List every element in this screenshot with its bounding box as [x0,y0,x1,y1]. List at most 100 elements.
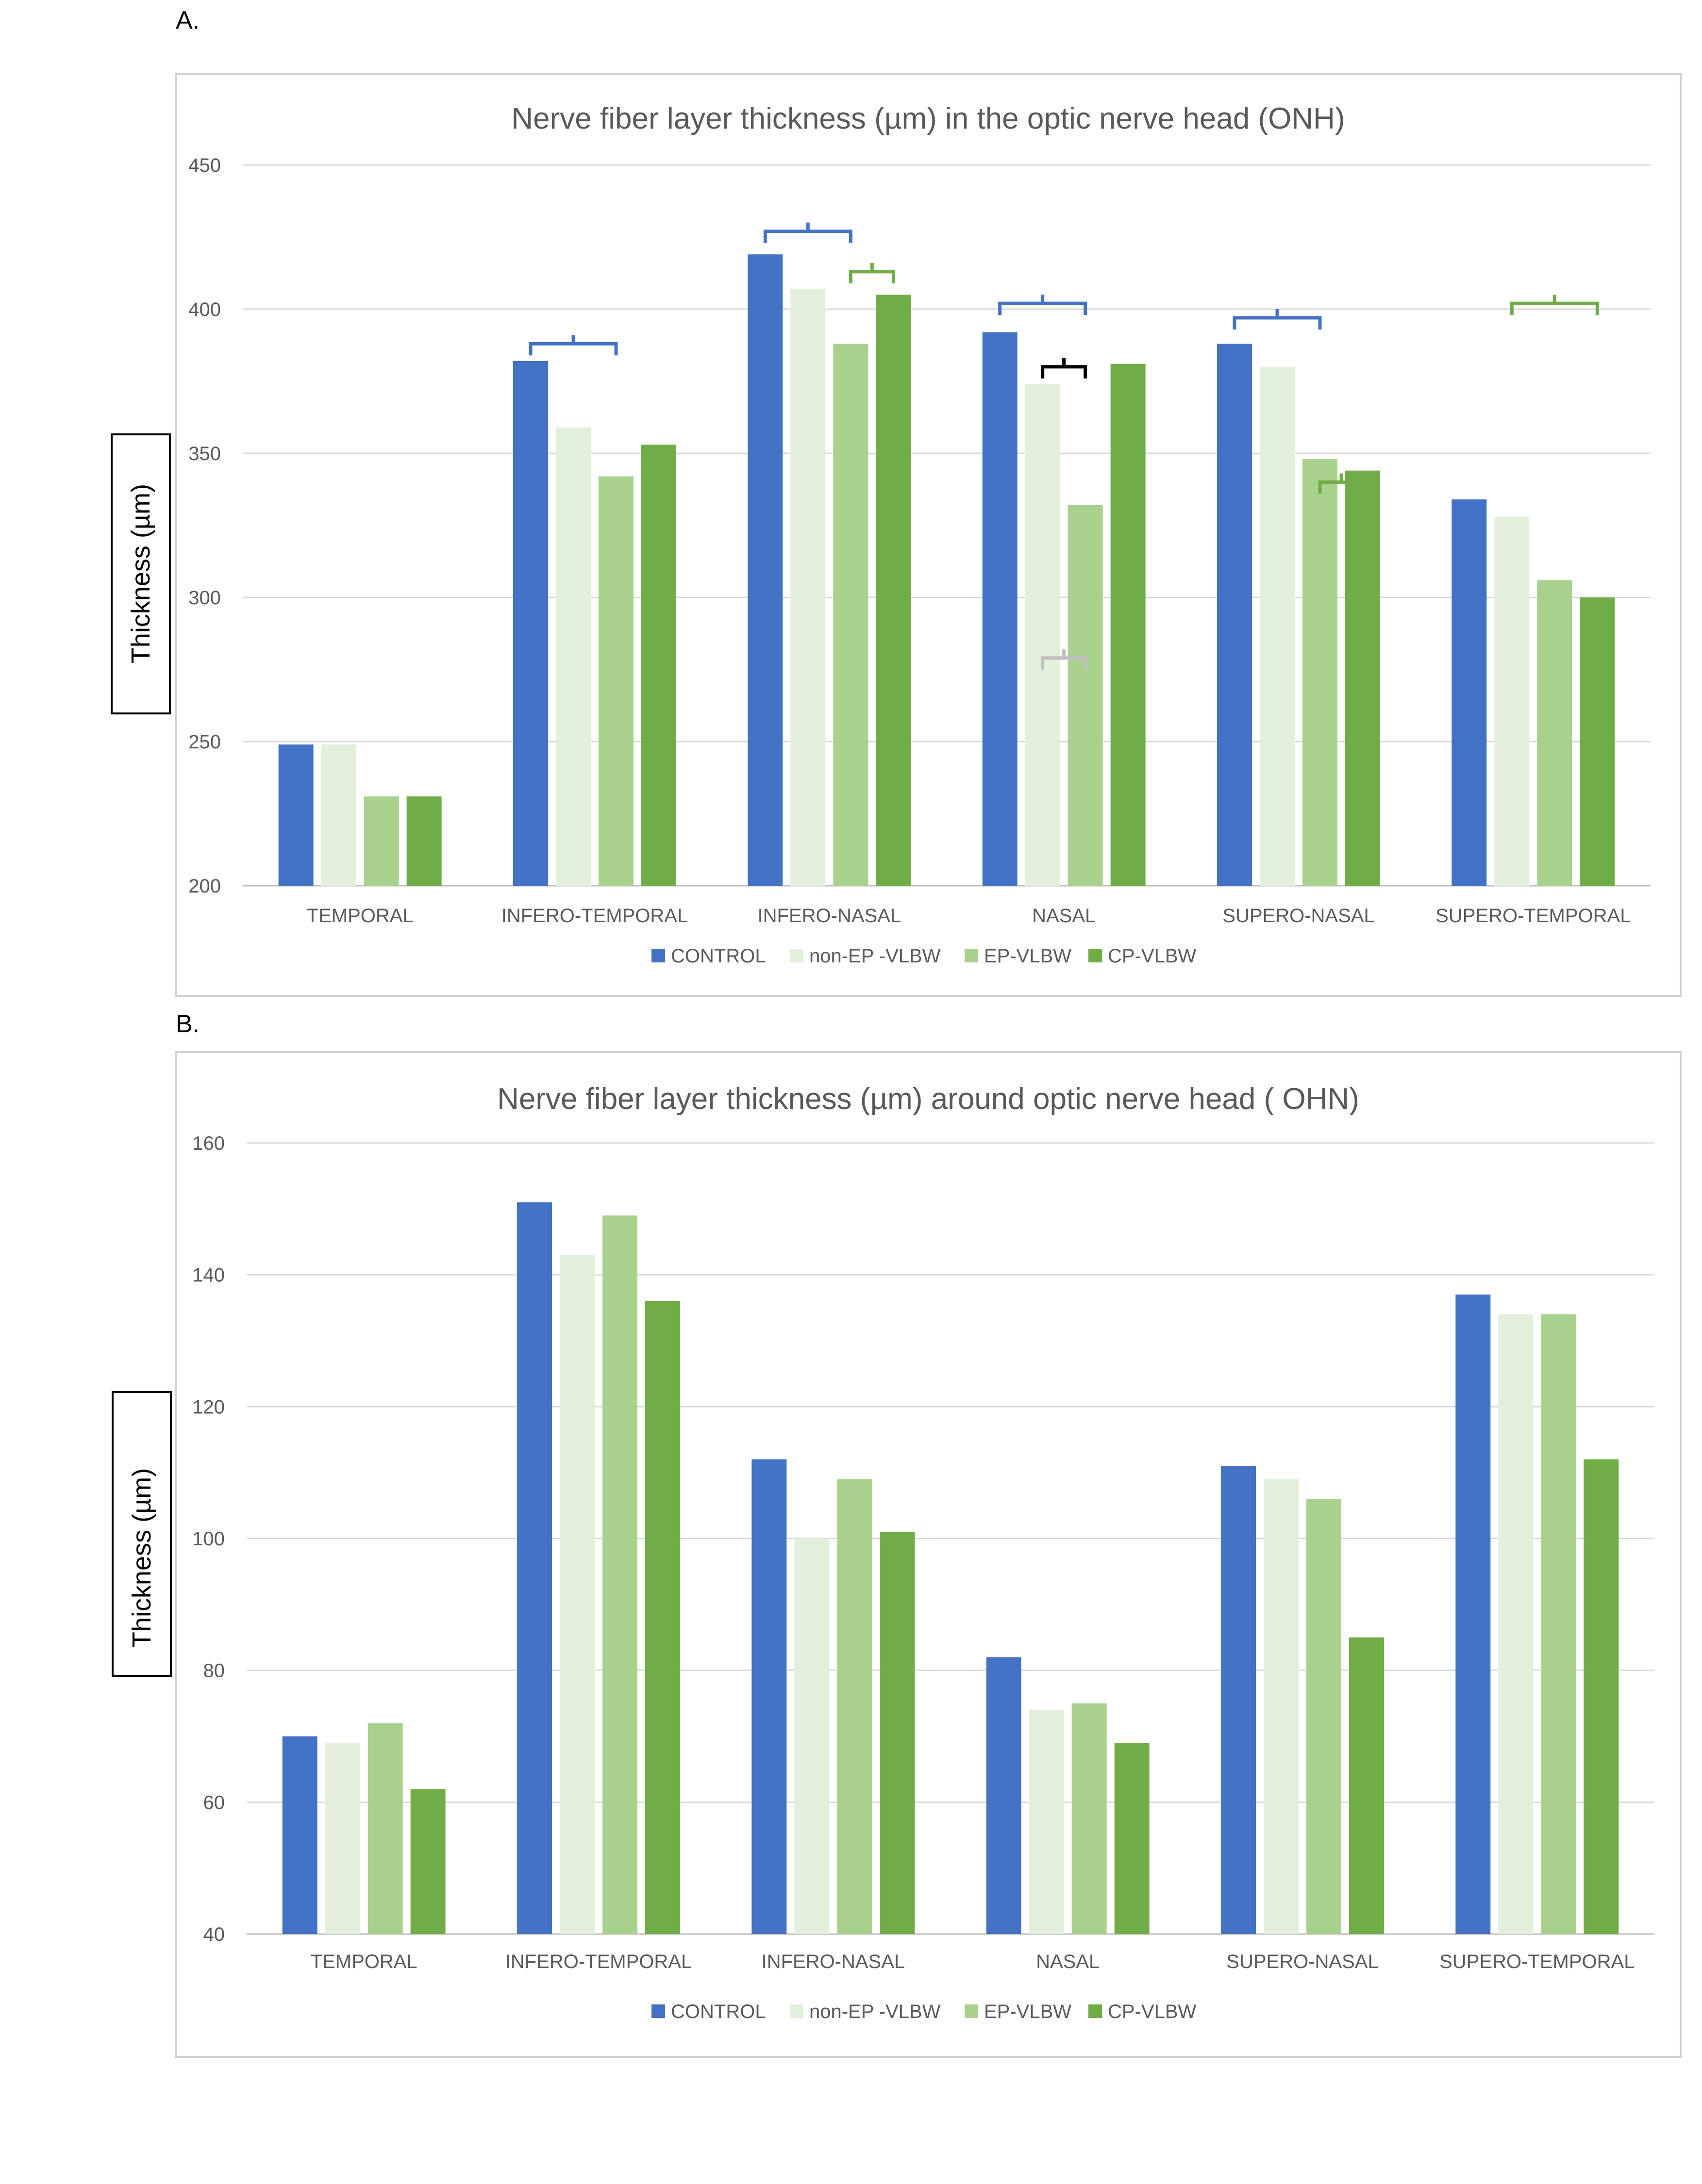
legend-swatch [965,949,978,962]
bar [1260,366,1295,886]
y-tick-label: 450 [188,155,221,176]
bar [1584,1459,1619,1934]
bar [794,1539,830,1934]
bar [560,1255,595,1934]
bar [1455,1294,1491,1934]
significance-bracket [763,222,852,243]
chart-2: Nerve fiber layer thickness (µm) around … [112,1051,1682,2058]
x-category-label: INFERO-NASAL [758,905,901,927]
legend-label: non-EP -VLBW [809,945,941,967]
bar [278,744,314,886]
bar [1541,1314,1576,1934]
bar [517,1202,552,1934]
significance-bracket [1041,358,1087,379]
legend-swatch [965,2004,978,2018]
panel-a-label: A. [176,6,200,34]
bar [410,1789,446,1934]
y-tick-label: 40 [203,1924,225,1945]
legend-swatch [1088,2004,1102,2018]
y-tick-label: 100 [192,1528,225,1550]
y-tick-label: 80 [203,1660,225,1682]
bar [833,344,868,886]
y-tick-label: 160 [192,1133,225,1154]
y-tick-label: 120 [192,1396,225,1418]
y-tick-label: 60 [203,1792,225,1813]
chart-1: Nerve fiber layer thickness (µm) in the … [111,73,1682,997]
bar [837,1479,872,1934]
panel-b-label: B. [176,1010,200,1038]
bar [645,1301,680,1934]
legend-swatch [651,2004,665,2018]
bar [1537,580,1572,886]
significance-bracket [1041,649,1087,670]
bar [556,427,591,886]
x-category-label: NASAL [1032,905,1096,927]
significance-bracket [529,335,618,356]
bar [986,1657,1021,1934]
chart-title: Nerve fiber layer thickness (µm) around … [497,1082,1359,1116]
x-category-label: SUPERO-NASAL [1226,1951,1378,1972]
bar [1302,459,1337,886]
bar [406,796,442,886]
y-axis-label-box [112,1391,172,1677]
bar [1349,1637,1384,1934]
bar [513,361,548,886]
bar [880,1532,915,1934]
bar [1025,384,1060,886]
legend-swatch [790,2004,803,2018]
bar [325,1743,360,1934]
x-category-label: SUPERO-TEMPORAL [1439,1951,1635,1972]
legend-label: CP-VLBW [1108,945,1196,967]
legend-label: CP-VLBW [1108,2001,1196,2022]
bar [602,1215,637,1934]
bar [1068,505,1103,886]
bar [364,796,399,886]
bar [1217,344,1252,886]
bar [1452,499,1487,886]
legend: CONTROL non-EP -VLBW EP-VLBW CP-VLBW [651,945,1196,967]
x-category-label: NASAL [1036,1951,1100,1972]
bar [1071,1703,1107,1934]
x-category-label: SUPERO-TEMPORAL [1435,905,1631,927]
significance-bracket [998,295,1087,315]
bar [1494,516,1530,886]
bar [321,744,356,886]
y-tick-label: 250 [188,731,221,753]
legend-label: EP-VLBW [984,945,1071,967]
legend-label: non-EP -VLBW [809,2001,941,2022]
legend-swatch [651,949,665,962]
bar [1110,364,1146,886]
legend-swatch [1088,949,1102,962]
bar [748,254,783,886]
legend-swatch [790,949,803,962]
legend-label: EP-VLBW [984,2001,1071,2022]
bar [1306,1499,1341,1934]
bar [1264,1479,1299,1934]
bar [1498,1314,1534,1934]
y-tick-label: 200 [188,876,221,897]
bar [1221,1466,1256,1934]
bar [1114,1743,1150,1934]
significance-bracket [849,263,895,283]
x-category-label: INFERO-TEMPORAL [501,905,688,927]
legend-label: CONTROL [671,2001,766,2022]
x-category-label: INFERO-TEMPORAL [505,1951,692,1972]
bar [367,1723,403,1934]
bar [790,289,826,886]
legend: CONTROL non-EP -VLBW EP-VLBW CP-VLBW [651,2001,1196,2022]
y-tick-label: 300 [188,587,221,609]
y-tick-label: 350 [188,443,221,464]
y-tick-label: 140 [192,1265,225,1286]
x-category-label: TEMPORAL [311,1951,417,1972]
bar [1345,470,1380,886]
significance-bracket [1233,309,1322,330]
bar [876,295,911,886]
bar [282,1736,317,1934]
bar [1029,1710,1064,1934]
y-axis-label: Thickness (µm) [126,484,155,663]
x-category-label: TEMPORAL [307,905,414,927]
y-axis-label: Thickness (µm) [127,1468,156,1648]
chart-title: Nerve fiber layer thickness (µm) in the … [511,102,1345,135]
significance-bracket [1318,473,1365,494]
significance-bracket [1510,295,1599,315]
